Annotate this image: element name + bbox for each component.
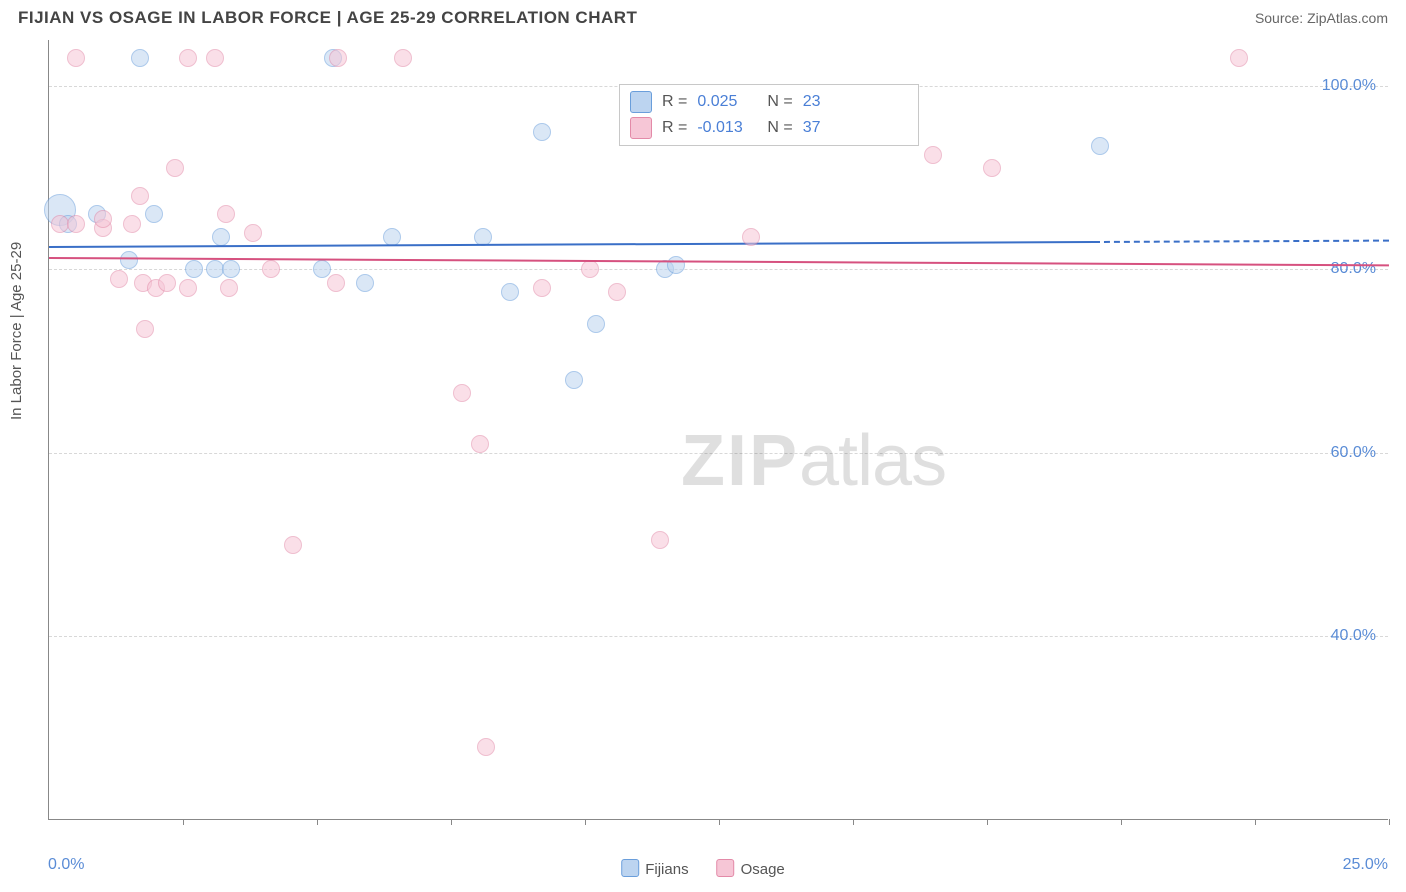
x-axis-max-label: 25.0% [1343,856,1388,874]
x-tick [987,819,988,825]
data-point [131,187,149,205]
x-axis-min-label: 0.0% [48,856,84,874]
data-point [356,274,374,292]
r-value: 0.025 [697,93,757,111]
data-point [179,279,197,297]
stats-row: R = 0.025 N = 23 [630,89,908,115]
data-point [983,159,1001,177]
chart-title: FIJIAN VS OSAGE IN LABOR FORCE | AGE 25-… [18,8,637,28]
y-tick-label: 100.0% [1322,77,1376,95]
legend: Fijians Osage [621,859,785,878]
data-point [217,205,235,223]
legend-label: Osage [741,861,785,878]
data-point [651,531,669,549]
gridline [49,636,1388,637]
x-tick [183,819,184,825]
y-tick-label: 40.0% [1331,627,1376,645]
data-point [67,215,85,233]
data-point [587,315,605,333]
x-tick [451,819,452,825]
legend-swatch [621,859,639,877]
data-point [394,49,412,67]
data-point [284,536,302,554]
data-point [185,260,203,278]
y-tick-label: 60.0% [1331,444,1376,462]
r-label: R = [662,119,687,137]
x-tick [1389,819,1390,825]
x-tick [1255,819,1256,825]
data-point [581,260,599,278]
x-tick [719,819,720,825]
data-point [222,260,240,278]
data-point [136,320,154,338]
data-point [1230,49,1248,67]
data-point [742,228,760,246]
r-label: R = [662,93,687,111]
trend-line [49,241,1094,248]
data-point [212,228,230,246]
trend-line [1094,240,1389,243]
y-axis-label: In Labor Force | Age 25-29 [8,242,25,420]
n-value: 37 [803,119,821,137]
legend-swatch [630,91,652,113]
data-point [145,205,163,223]
data-point [1091,137,1109,155]
data-point [120,251,138,269]
data-point [471,435,489,453]
data-point [131,49,149,67]
data-point [123,215,141,233]
data-point [327,274,345,292]
gridline [49,269,1388,270]
legend-swatch [630,117,652,139]
n-label: N = [767,93,792,111]
data-point [667,256,685,274]
legend-item: Osage [717,859,785,878]
correlation-stats-box: R = 0.025 N = 23 R = -0.013 N = 37 [619,84,919,146]
n-label: N = [767,119,792,137]
legend-label: Fijians [645,861,688,878]
n-value: 23 [803,93,821,111]
stats-row: R = -0.013 N = 37 [630,115,908,141]
x-tick [1121,819,1122,825]
source-attribution: Source: ZipAtlas.com [1255,10,1388,26]
data-point [453,384,471,402]
data-point [329,49,347,67]
data-point [533,123,551,141]
data-point [924,146,942,164]
data-point [67,49,85,67]
legend-swatch [717,859,735,877]
data-point [110,270,128,288]
data-point [501,283,519,301]
x-tick [585,819,586,825]
watermark: ZIPatlas [681,420,946,502]
data-point [94,210,112,228]
scatter-chart: 40.0%60.0%80.0%100.0%ZIPatlasR =0.025N =… [48,40,1388,820]
data-point [477,738,495,756]
data-point [565,371,583,389]
gridline [49,453,1388,454]
legend-item: Fijians [621,859,688,878]
data-point [608,283,626,301]
data-point [533,279,551,297]
data-point [262,260,280,278]
data-point [206,49,224,67]
r-value: -0.013 [697,119,757,137]
data-point [158,274,176,292]
x-tick [853,819,854,825]
data-point [220,279,238,297]
x-tick [317,819,318,825]
data-point [179,49,197,67]
data-point [244,224,262,242]
data-point [166,159,184,177]
trend-line [49,257,1389,266]
